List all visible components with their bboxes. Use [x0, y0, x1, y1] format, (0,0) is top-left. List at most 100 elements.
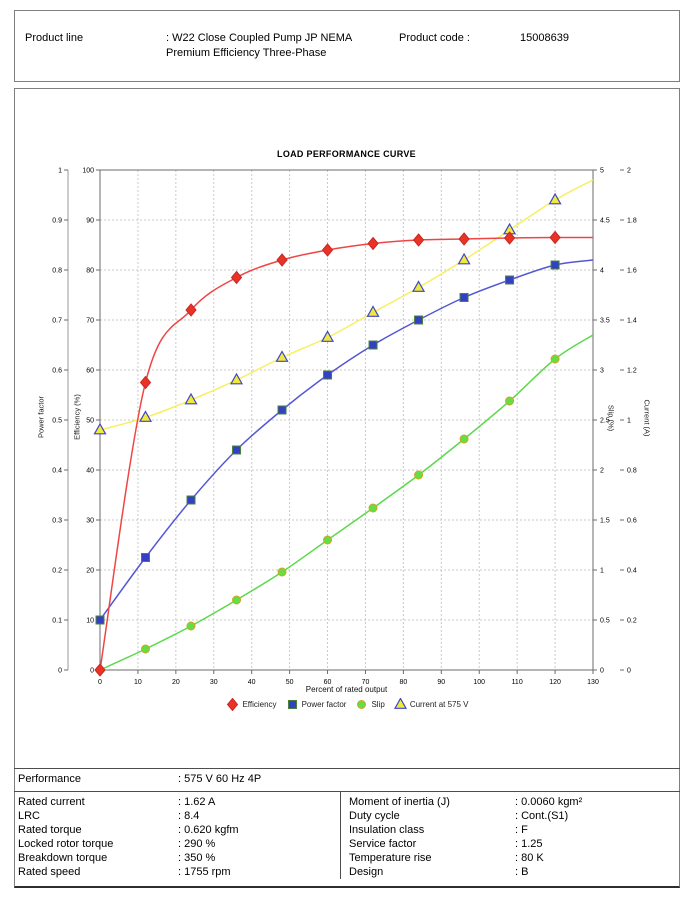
svg-text:50: 50 — [86, 418, 94, 425]
svg-text:0.4: 0.4 — [627, 568, 637, 575]
spec-row: Service factor : 1.25 — [341, 838, 680, 852]
product-code-label: Product code : — [399, 32, 470, 44]
circle-marker-icon — [357, 700, 367, 709]
svg-text:3: 3 — [600, 368, 604, 375]
svg-text:90: 90 — [86, 218, 94, 225]
slip-axis-title: Slip (%) — [606, 404, 616, 432]
load-performance-chart: 0 10 20 30 40 50 60 70 80 90 100 110 120 130010203040… — [52, 168, 637, 687]
svg-text:80: 80 — [399, 679, 407, 686]
legend-label: Current at 575 V — [409, 700, 469, 709]
svg-text:1.2: 1.2 — [627, 368, 637, 375]
svg-text:0: 0 — [58, 668, 62, 675]
spec-value: : 1.25 — [515, 837, 543, 850]
svg-text:70: 70 — [362, 679, 370, 686]
performance-row: Performance : 575 V 60 Hz 4P — [14, 769, 680, 792]
spec-row: Locked rotor torque : 290 % — [14, 838, 340, 852]
svg-text:50: 50 — [286, 679, 294, 686]
svg-text:60: 60 — [86, 368, 94, 375]
spec-value: : 1.62 A — [178, 796, 216, 808]
spec-row: LRC: 8.4 — [14, 810, 340, 824]
spec-label: LRC — [18, 809, 41, 822]
svg-text:0: 0 — [627, 668, 631, 675]
legend-label: Power factor — [301, 700, 347, 709]
svg-text:60: 60 — [324, 679, 332, 686]
svg-text:2: 2 — [627, 168, 631, 175]
svg-text:0: 0 — [98, 679, 102, 686]
svg-text:1: 1 — [600, 568, 604, 575]
svg-text:1.5: 1.5 — [600, 518, 610, 525]
diamond-marker-icon — [227, 698, 239, 711]
svg-text:1: 1 — [627, 418, 631, 425]
spec-label: Locked rotor torque — [18, 837, 114, 850]
legend-item-efficiency: Efficiency — [226, 698, 277, 711]
spec-label: Rated speed — [18, 865, 81, 878]
spec-row: Breakdown torque: 350 % — [14, 852, 340, 866]
svg-text:0.6: 0.6 — [52, 368, 62, 375]
efficiency-axis-title: Efficiency (%) — [72, 394, 82, 440]
spec-label: Rated torque — [18, 823, 82, 836]
svg-text:0: 0 — [600, 668, 604, 675]
svg-text:0.8: 0.8 — [52, 268, 62, 275]
svg-text:100: 100 — [473, 679, 485, 686]
legend-item-slip: Slip — [355, 698, 385, 711]
svg-text:5: 5 — [600, 168, 604, 175]
spec-row: Temperature rise : 80 K — [341, 852, 680, 866]
svg-text:100: 100 — [82, 168, 94, 175]
svg-text:80: 80 — [86, 268, 94, 275]
spec-value: : 1755 rpm — [178, 865, 231, 878]
product-line-value: : W22 Close Coupled Pump JP NEMA Premium… — [166, 32, 352, 59]
triangle-marker-icon — [393, 698, 407, 709]
spec-row: Moment of inertia (J): 0.0060 kgm² — [341, 796, 680, 810]
svg-text:120: 120 — [549, 679, 561, 686]
spec-label: Design — [349, 865, 384, 878]
legend-label: Slip — [371, 700, 385, 709]
legend-item-current-at-575-v: Current at 575 V — [393, 698, 469, 711]
svg-text:0.4: 0.4 — [52, 468, 62, 475]
svg-text:1.4: 1.4 — [627, 318, 637, 325]
legend-label: Efficiency — [242, 700, 277, 709]
svg-text:0.3: 0.3 — [52, 518, 62, 525]
spec-label: Service factor — [349, 837, 417, 850]
header: Product line : W22 Close Coupled Pump JP… — [14, 10, 680, 82]
spec-label: Rated current — [18, 796, 85, 808]
svg-text:0.5: 0.5 — [600, 618, 610, 625]
svg-text:0.7: 0.7 — [52, 318, 62, 325]
svg-text:0.5: 0.5 — [52, 418, 62, 425]
current-axis-title: Current (A) — [642, 399, 652, 437]
spec-table: Performance : 575 V 60 Hz 4P Rated curre… — [14, 768, 680, 886]
svg-text:90: 90 — [437, 679, 445, 686]
spec-label: Temperature rise — [349, 851, 432, 864]
spec-row: Insulation class: F — [341, 824, 680, 838]
spec-row: Duty cycle: Cont.(S1) — [341, 810, 680, 824]
svg-text:70: 70 — [86, 318, 94, 325]
spec-label: Moment of inertia (J) — [349, 796, 450, 808]
spec-label: Insulation class — [349, 823, 425, 836]
svg-text:0.1: 0.1 — [52, 618, 62, 625]
svg-text:2.5: 2.5 — [600, 418, 610, 425]
svg-text:1.8: 1.8 — [627, 218, 637, 225]
svg-text:40: 40 — [248, 679, 256, 686]
svg-text:30: 30 — [86, 518, 94, 525]
spec-value: : 290 % — [178, 837, 216, 850]
spec-value: : 80 K — [515, 851, 544, 864]
svg-text:1: 1 — [58, 168, 62, 175]
svg-text:40: 40 — [86, 468, 94, 475]
svg-text:0: 0 — [90, 668, 94, 675]
svg-text:4: 4 — [600, 268, 604, 275]
spec-row: Design: B — [341, 866, 680, 880]
spec-value: : 350 % — [178, 851, 216, 864]
spec-value: : 0.620 kgfm — [178, 823, 239, 836]
legend-item-power-factor: Power factor — [286, 698, 347, 711]
spec-label: Duty cycle — [349, 809, 400, 822]
power-factor-axis-title: Power factor — [36, 395, 46, 439]
product-line-label: Product line — [25, 32, 84, 44]
svg-text:10: 10 — [134, 679, 142, 686]
performance-value: : 575 V 60 Hz 4P — [178, 773, 262, 785]
chart-title: LOAD PERFORMANCE CURVE — [277, 149, 416, 159]
svg-text:0.2: 0.2 — [52, 568, 62, 575]
svg-text:20: 20 — [172, 679, 180, 686]
svg-text:0.6: 0.6 — [627, 518, 637, 525]
product-code-value: 15008639 — [520, 32, 569, 44]
svg-text:20: 20 — [86, 568, 94, 575]
spec-column-left: Rated current : 1.62 A LRC: 8.4 Rated torqu… — [14, 792, 340, 879]
